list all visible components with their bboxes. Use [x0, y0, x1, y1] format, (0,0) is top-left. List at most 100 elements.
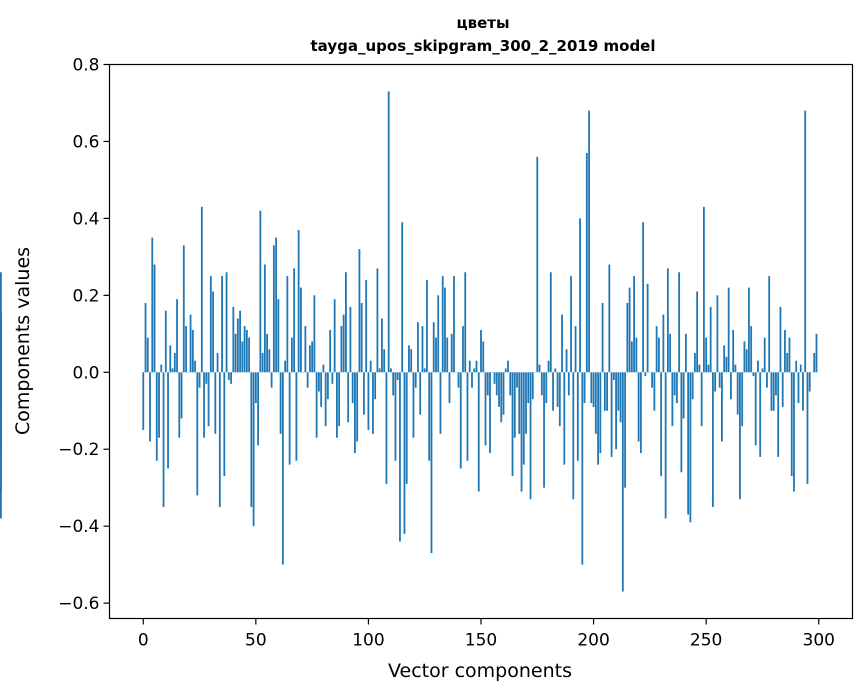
bar — [621, 372, 624, 592]
bar — [554, 368, 557, 373]
bar — [205, 372, 208, 384]
bar — [331, 372, 334, 384]
bar — [232, 306, 235, 373]
bar — [428, 372, 431, 461]
bar — [263, 264, 266, 373]
bar — [248, 337, 250, 373]
bar — [372, 372, 374, 434]
bar — [151, 237, 154, 373]
bar — [446, 337, 449, 373]
bar — [507, 360, 509, 373]
bar — [457, 372, 460, 388]
bar — [171, 368, 174, 373]
bar — [612, 372, 615, 380]
bar — [441, 276, 444, 373]
bar — [664, 372, 667, 519]
bar — [750, 326, 753, 373]
bar — [322, 364, 325, 373]
bar — [657, 337, 660, 373]
bar — [320, 372, 323, 407]
y-tick-label: −0.2 — [58, 440, 99, 460]
bar — [381, 318, 383, 373]
bar — [561, 314, 563, 373]
bar — [716, 295, 719, 373]
bar — [775, 372, 777, 396]
bar — [666, 268, 669, 373]
bar — [299, 287, 302, 373]
bar — [522, 372, 525, 465]
bar — [635, 337, 638, 373]
bar — [651, 372, 654, 388]
bar — [207, 372, 210, 427]
bar — [662, 314, 665, 373]
bar — [367, 372, 370, 430]
bar — [493, 372, 496, 384]
bar — [412, 372, 415, 438]
bar — [326, 372, 329, 400]
bar — [592, 372, 595, 407]
bar — [808, 372, 811, 392]
bar — [558, 372, 561, 427]
bar — [644, 372, 647, 377]
bar — [473, 368, 476, 373]
bar — [194, 360, 196, 373]
bar — [619, 372, 622, 423]
bar — [149, 372, 151, 442]
bar — [250, 372, 253, 507]
bar — [763, 337, 766, 373]
bar — [552, 372, 554, 411]
bar — [606, 372, 608, 411]
y-tick-label: 0.8 — [72, 56, 99, 76]
bar — [615, 372, 617, 450]
bar — [790, 372, 793, 477]
bar — [252, 372, 255, 527]
bar — [408, 345, 410, 373]
bar — [806, 372, 809, 484]
bar — [741, 372, 744, 427]
bar — [453, 276, 455, 373]
bar — [394, 372, 397, 461]
x-tick-label: 300 — [803, 631, 835, 651]
bar — [329, 329, 332, 373]
bar — [342, 314, 345, 373]
bar — [730, 372, 732, 400]
bar — [144, 303, 147, 373]
bar — [477, 372, 480, 492]
bar — [462, 326, 464, 373]
bar — [281, 372, 284, 565]
bar — [585, 152, 588, 373]
bar — [567, 372, 570, 396]
bar — [784, 329, 786, 373]
bar — [788, 337, 791, 373]
bar — [673, 372, 676, 396]
bar — [527, 372, 530, 404]
bar — [173, 353, 176, 373]
bar — [444, 287, 446, 373]
bar — [739, 372, 741, 500]
bar — [770, 372, 773, 411]
bar — [603, 372, 606, 411]
y-tick-label: 0.0 — [72, 363, 99, 383]
bar — [142, 372, 145, 430]
x-tick-label: 0 — [138, 631, 149, 651]
bar — [687, 372, 690, 515]
bar — [579, 218, 581, 373]
bar — [284, 360, 287, 373]
bar — [757, 360, 759, 373]
bar — [277, 299, 280, 373]
bar — [639, 372, 642, 454]
bar — [387, 91, 390, 373]
bar — [414, 372, 417, 388]
bar — [734, 364, 737, 373]
bar — [752, 372, 755, 377]
bar — [430, 372, 433, 554]
bar — [363, 372, 365, 415]
y-tick-label: 0.2 — [72, 286, 99, 306]
bar — [227, 372, 230, 380]
bar — [511, 372, 514, 477]
bar — [495, 372, 498, 396]
bar — [489, 372, 491, 454]
bar — [671, 372, 674, 427]
bar — [365, 279, 368, 373]
bar — [345, 272, 347, 373]
